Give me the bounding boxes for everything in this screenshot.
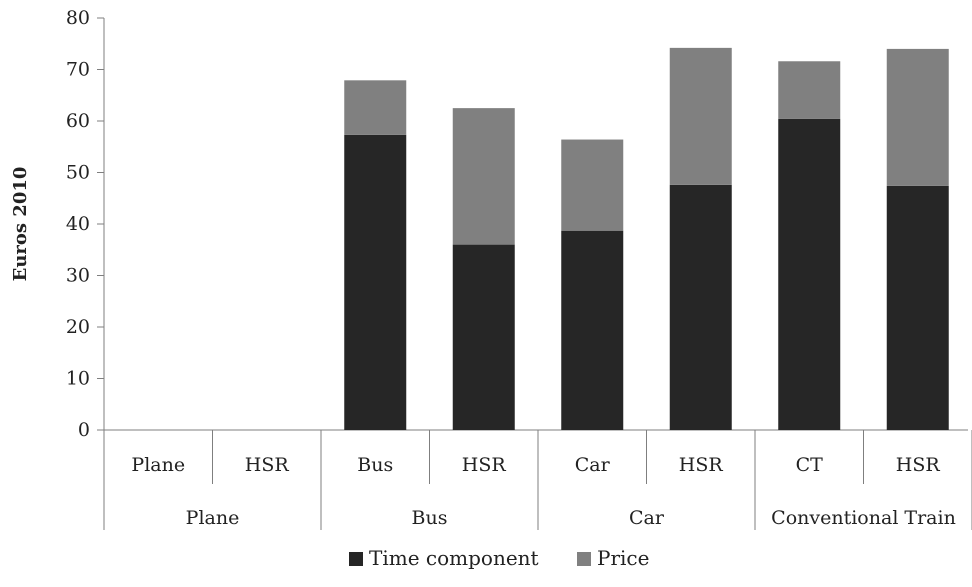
x-category-label: Bus [357,454,393,476]
bar-time-component [886,185,949,430]
bar-price [886,48,949,186]
x-category-label: HSR [896,454,941,476]
bar-time-component [669,184,732,430]
y-tick-label: 80 [66,7,90,29]
x-group-label: Plane [186,507,240,529]
bar-price [344,80,407,135]
x-group-label: Bus [412,507,448,529]
y-tick-label: 10 [66,368,90,390]
x-category-label: CT [796,454,824,476]
y-tick-label: 40 [66,213,90,235]
x-category-label: Car [575,454,611,476]
x-category-label: HSR [245,454,290,476]
y-tick-label: 70 [66,59,90,81]
legend-swatch [349,552,363,566]
bar-time-component [561,230,624,430]
y-tick-label: 60 [66,110,90,132]
y-tick-label: 20 [66,316,90,338]
y-tick-label: 0 [78,419,90,441]
legend-label: Time component [369,546,539,570]
x-category-label: HSR [462,454,507,476]
x-group-label: Conventional Train [771,507,956,529]
x-category-label: HSR [679,454,724,476]
bar-time-component [344,134,407,430]
x-category-label: Plane [131,454,185,476]
bar-price [452,108,515,245]
bar-price [669,47,732,185]
legend-label: Price [597,546,649,570]
y-axis-title: Euros 2010 [10,167,31,282]
legend-swatch [577,552,591,566]
x-group-label: Car [629,507,665,529]
y-tick-label: 30 [66,265,90,287]
bar-time-component [778,118,841,430]
bar-time-component [452,244,515,430]
y-tick-label: 50 [66,162,90,184]
bar-price [778,61,841,119]
bar-price [561,139,624,231]
